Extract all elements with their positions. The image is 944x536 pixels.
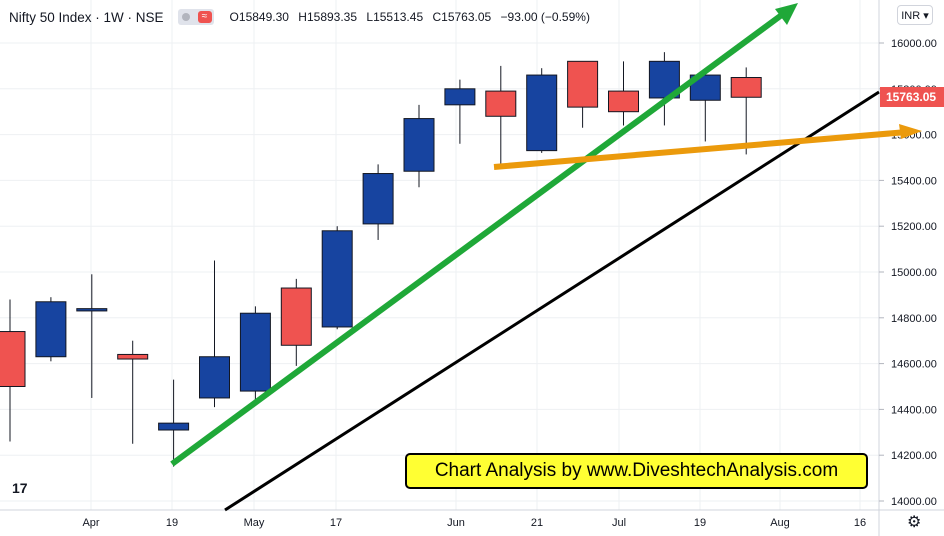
candle-body <box>444 88 476 106</box>
x-tick-label: Jun <box>447 517 465 529</box>
candle <box>280 278 312 366</box>
ohlc-readout: O15849.30 H15893.35 L15513.45 C15763.05 … <box>229 10 590 24</box>
x-tick-label: 19 <box>694 517 706 529</box>
orange-trend-arrow-line <box>493 129 908 170</box>
eye-icon <box>181 13 190 21</box>
wave-icon: ≈ <box>197 11 212 23</box>
y-tick-label: 14200.00 <box>891 450 937 462</box>
y-tick-label: 15400.00 <box>891 175 937 187</box>
y-tick-label: 15200.00 <box>891 221 937 233</box>
candle <box>117 340 149 444</box>
candle-body <box>117 353 149 360</box>
candle <box>567 60 599 128</box>
candle <box>362 164 394 240</box>
y-tick-label: 14600.00 <box>891 359 937 371</box>
x-tick-label: Aug <box>770 517 790 529</box>
candle-body <box>0 331 26 388</box>
x-tick-label: Jul <box>612 517 626 529</box>
candle <box>35 297 67 362</box>
candle-body <box>76 308 108 312</box>
orange-arrow-head <box>899 124 922 139</box>
grid-lines <box>0 0 879 510</box>
candle <box>648 52 680 126</box>
candle-body <box>730 77 762 98</box>
candle <box>485 65 517 167</box>
price-axis: 14000.00 14200.00 14400.00 14600.00 14800.00… <box>879 38 937 508</box>
green-trend-arrow-line <box>170 11 785 467</box>
last-price-label: 15763.05 <box>880 87 944 108</box>
candle <box>526 68 558 153</box>
candle <box>730 67 762 155</box>
candle-body <box>321 230 353 328</box>
candle <box>444 79 476 144</box>
candle <box>403 104 435 188</box>
y-tick-label: 14400.00 <box>891 404 937 416</box>
candle-body <box>158 422 190 431</box>
support-trendline <box>224 90 880 512</box>
currency-label: INR <box>901 10 921 22</box>
gear-icon[interactable]: ⚙ <box>907 514 922 531</box>
candle-body <box>280 287 312 346</box>
time-axis: Apr 19 May 17 Jun 21 Jul 19 Aug 16 <box>82 517 866 529</box>
y-tick-label: 16000.00 <box>891 38 937 50</box>
candle <box>608 61 639 126</box>
green-arrow-head <box>775 3 798 25</box>
candle-body <box>199 356 230 399</box>
y-tick-label: 14800.00 <box>891 313 937 325</box>
candle-body <box>608 90 639 113</box>
x-tick-label: 21 <box>531 517 543 529</box>
y-tick-label: 15000.00 <box>891 267 937 279</box>
analysis-banner: Chart Analysis by www.DiveshtechAnalysis… <box>405 453 868 489</box>
tradingview-logo[interactable]: 17 <box>12 480 28 496</box>
drawings <box>170 3 922 512</box>
candle-body <box>526 74 558 152</box>
x-tick-label: 16 <box>854 517 866 529</box>
candle-body <box>485 90 517 117</box>
candle <box>239 306 271 405</box>
candle-body <box>35 301 67 358</box>
candle <box>76 274 108 398</box>
candle <box>321 226 353 330</box>
candle-body <box>239 312 271 392</box>
symbol-title[interactable]: Nifty 50 Index · 1W · NSE <box>9 9 164 25</box>
currency-button[interactable]: INR ▾ <box>897 5 933 25</box>
candle <box>0 299 26 442</box>
y-tick-label: 14000.00 <box>891 496 937 508</box>
indicator-toggle[interactable]: ≈ <box>177 9 214 25</box>
candle-body <box>567 60 599 108</box>
x-tick-label: 17 <box>330 517 342 529</box>
x-tick-label: Apr <box>82 517 99 529</box>
candle-body <box>403 118 435 172</box>
chart-header: Nifty 50 Index · 1W · NSE ≈ O15849.30 H1… <box>9 9 596 25</box>
change-readout: −93.00 (−0.59%) <box>500 10 590 24</box>
candle <box>199 260 230 408</box>
x-tick-label: 19 <box>166 517 178 529</box>
candle-body <box>362 173 394 225</box>
candle <box>158 379 190 467</box>
x-tick-label: May <box>244 517 265 529</box>
